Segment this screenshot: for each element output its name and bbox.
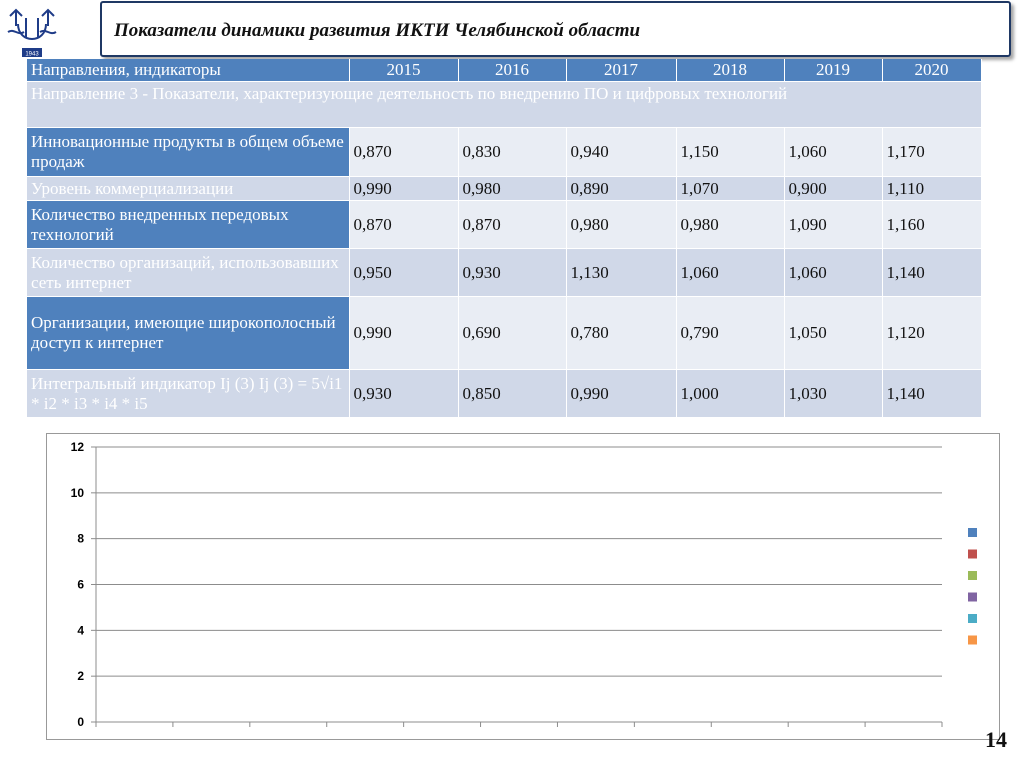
table-cell: 0,870 — [458, 200, 567, 249]
row-label: Количество внедренных передовых технолог… — [27, 200, 350, 249]
column-header: 2020 — [882, 59, 982, 82]
row-label: Инновационные продукты в общем объеме пр… — [27, 127, 350, 177]
table-cell: 1,060 — [676, 248, 785, 297]
column-header: Направления, индикаторы — [27, 59, 350, 82]
table-cell: 0,790 — [676, 296, 785, 370]
y-tick-label: 2 — [77, 669, 84, 683]
table-cell: 0,930 — [458, 248, 567, 297]
table-row: Уровень коммерциализации 0,990 0,980 0,8… — [27, 176, 982, 201]
table-cell: 0,890 — [566, 176, 677, 201]
table-cell: 0,940 — [566, 127, 677, 177]
page-number: 14 — [985, 727, 1007, 752]
table-cell: 0,980 — [676, 200, 785, 249]
table-row: Количество организаций, использовавших с… — [27, 248, 982, 297]
logo-year: 1943 — [25, 52, 39, 58]
table-row: Инновационные продукты в общем объеме пр… — [27, 127, 982, 177]
legend-swatch — [968, 614, 977, 623]
table-cell: 0,990 — [349, 176, 459, 201]
legend-swatch — [968, 571, 977, 580]
table-cell: 1,110 — [882, 176, 982, 201]
column-header: 2017 — [566, 59, 677, 82]
table-cell: 0,690 — [458, 296, 567, 370]
y-tick-label: 0 — [77, 715, 84, 729]
legend-swatch — [968, 549, 977, 559]
table-cell: 1,050 — [784, 296, 883, 370]
table-cell: 1,120 — [882, 296, 982, 370]
column-header: 2015 — [349, 59, 459, 82]
legend-swatch — [968, 635, 977, 645]
table-cell: 0,870 — [349, 127, 459, 177]
table-cell: 0,980 — [458, 176, 567, 201]
table-cell: 1,070 — [676, 176, 785, 201]
table-cell: 1,060 — [784, 127, 883, 177]
y-tick-label: 4 — [77, 623, 84, 637]
table-cell: 1,150 — [676, 127, 785, 177]
table-cell: 0,870 — [349, 200, 459, 249]
table-cell: 0,900 — [784, 176, 883, 201]
table-row: Интегральный индикатор Ij (3) Ij (3) = 5… — [27, 369, 982, 418]
table-row: Организации, имеющие широкополосный дост… — [27, 296, 982, 370]
chart-frame: 0 2 4 6 8 10 12 — [46, 433, 1000, 740]
row-label: Организации, имеющие широкополосный дост… — [27, 296, 350, 370]
table-cell: 0,950 — [349, 248, 459, 297]
y-tick-label: 10 — [71, 486, 85, 500]
table-cell: 1,030 — [784, 369, 883, 418]
y-tick-label: 12 — [71, 440, 85, 454]
table-cell: 1,000 — [676, 369, 785, 418]
column-header: 2018 — [676, 59, 785, 82]
indicators-table: Направления, индикаторы 2015 2016 2017 2… — [27, 59, 982, 418]
y-tick-label: 6 — [77, 578, 84, 592]
row-label: Уровень коммерциализации — [27, 176, 350, 201]
column-header: 2019 — [784, 59, 883, 82]
table-cell: 0,930 — [349, 369, 459, 418]
column-header: 2016 — [458, 59, 567, 82]
table-header-row: Направления, индикаторы 2015 2016 2017 2… — [27, 59, 982, 82]
table-cell: 0,780 — [566, 296, 677, 370]
page-title: Показатели динамики развития ИКТИ Челяби… — [114, 20, 641, 41]
table-cell: 0,990 — [566, 369, 677, 418]
legend-swatch — [968, 528, 977, 537]
table-cell: 1,090 — [784, 200, 883, 249]
table-cell: 1,060 — [784, 248, 883, 297]
title-box: Показатели динамики развития ИКТИ Челяби… — [100, 1, 1011, 57]
table-cell: 1,140 — [882, 369, 982, 418]
section-title: Направление 3 - Показатели, характеризую… — [27, 81, 982, 128]
table-cell: 1,170 — [882, 127, 982, 177]
table-cell: 0,990 — [349, 296, 459, 370]
section-row: Направление 3 - Показатели, характеризую… — [27, 81, 982, 128]
table-cell: 0,980 — [566, 200, 677, 249]
row-label: Интегральный индикатор Ij (3) Ij (3) = 5… — [27, 369, 350, 418]
university-logo: 1943 — [7, 8, 57, 58]
table-cell: 1,130 — [566, 248, 677, 297]
legend-swatch — [968, 592, 977, 602]
y-tick-label: 8 — [77, 532, 84, 546]
table-row: Количество внедренных передовых технолог… — [27, 200, 982, 249]
row-label: Количество организаций, использовавших с… — [27, 248, 350, 297]
table-cell: 1,140 — [882, 248, 982, 297]
table-cell: 1,160 — [882, 200, 982, 249]
bar-chart: 0 2 4 6 8 10 12 — [71, 440, 977, 729]
table-cell: 0,830 — [458, 127, 567, 177]
table-cell: 0,850 — [458, 369, 567, 418]
